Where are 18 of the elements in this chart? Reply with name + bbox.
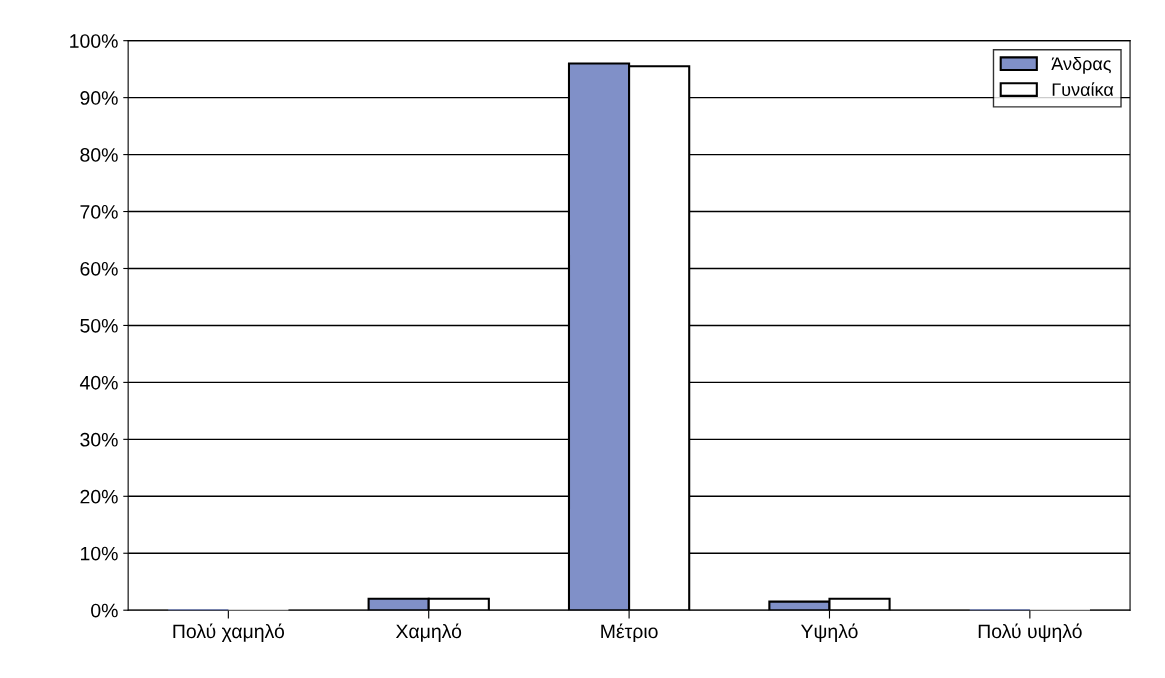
y-tick-label: 90%	[80, 91, 118, 105]
x-tick-label: Πολύ χαμηλό	[173, 623, 285, 643]
x-tick-label: Μέτριο	[601, 623, 658, 643]
y-tick-label: 40%	[79, 375, 118, 390]
y-tick-label: 70%	[80, 205, 118, 219]
y-tick-label: 100%	[70, 34, 118, 48]
y-tick-label: 80%	[80, 148, 118, 162]
y-tick-label: 10%	[80, 546, 118, 561]
x-tick-label: Πολύ υψηλό	[978, 623, 1082, 643]
y-tick-label: 50%	[80, 318, 118, 333]
legend-label: Γυναίκα	[1052, 82, 1114, 97]
legend-label: Άνδρας	[1051, 56, 1111, 74]
x-tick-label: Υψηλό	[800, 623, 858, 643]
y-tick-label: 20%	[80, 489, 118, 504]
y-tick-label: 0%	[91, 603, 118, 618]
y-tick-label: 30%	[80, 432, 118, 447]
y-tick-label: 60%	[80, 261, 118, 276]
x-tick-label: Χαμηλό	[395, 623, 462, 643]
